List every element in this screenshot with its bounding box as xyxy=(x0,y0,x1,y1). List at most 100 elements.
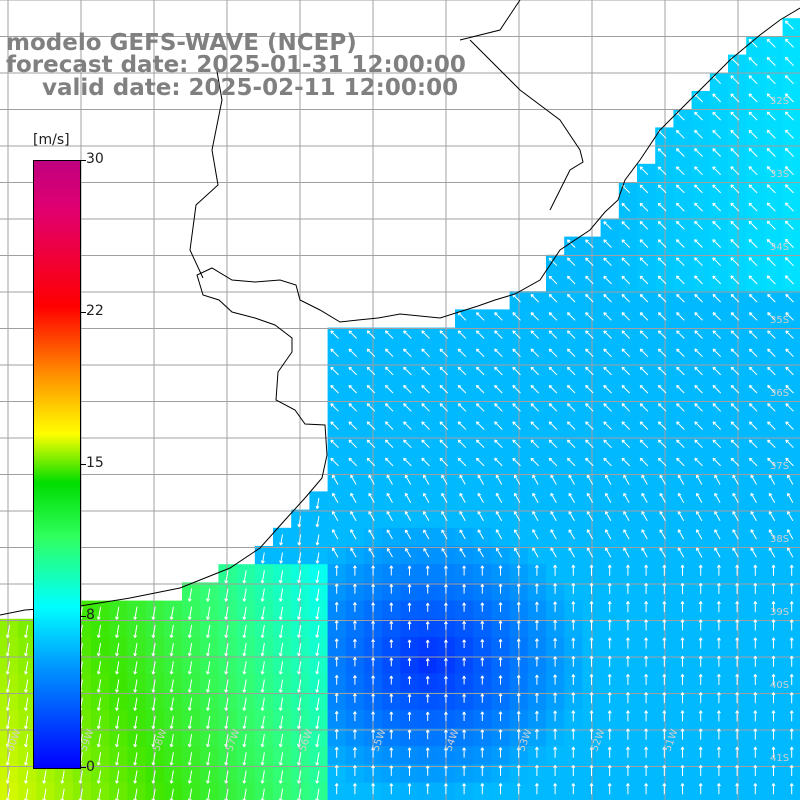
wind-arrow xyxy=(530,312,540,321)
wind-arrow xyxy=(571,764,576,776)
wind-arrow xyxy=(187,661,193,675)
wind-arrow xyxy=(5,661,11,675)
wind-arrow xyxy=(657,293,667,303)
wind-arrow xyxy=(753,601,758,613)
wind-arrow xyxy=(334,693,339,703)
wind-arrow xyxy=(621,275,631,285)
wind-arrow xyxy=(694,330,703,339)
wind-arrow xyxy=(641,529,648,540)
wind-arrow xyxy=(5,624,11,639)
wind-arrow xyxy=(730,403,740,412)
wind-arrow xyxy=(585,348,594,358)
wind-arrow xyxy=(530,421,540,430)
wind-arrow xyxy=(5,643,11,657)
wind-arrow xyxy=(439,330,449,339)
wind-arrow xyxy=(768,547,776,558)
wind-arrow xyxy=(480,620,485,630)
wind-arrow xyxy=(206,588,211,602)
wind-arrow xyxy=(443,602,448,612)
wind-arrow xyxy=(785,457,794,467)
wind-arrow xyxy=(662,746,667,758)
wind-arrow xyxy=(548,457,558,467)
wind-arrow xyxy=(242,661,247,675)
wind-arrow xyxy=(389,765,394,776)
wind-arrow xyxy=(680,783,685,795)
wind-arrow xyxy=(480,693,485,703)
wind-arrow xyxy=(315,752,320,766)
wind-arrow xyxy=(403,348,412,358)
wind-arrow xyxy=(641,492,648,503)
wind-arrow xyxy=(459,492,466,503)
wind-arrow xyxy=(625,728,630,740)
wind-arrow xyxy=(115,643,120,657)
wind-arrow xyxy=(297,715,302,730)
wind-arrow xyxy=(730,366,740,376)
wind-arrow xyxy=(767,384,776,394)
wind-arrow xyxy=(443,765,448,776)
wind-arrow xyxy=(187,624,193,639)
wind-arrow xyxy=(187,679,193,693)
wind-arrow xyxy=(714,474,721,485)
wind-arrow xyxy=(730,384,740,394)
wind-arrow xyxy=(514,474,521,485)
wind-arrow xyxy=(698,582,703,594)
wind-arrow xyxy=(732,474,739,485)
wind-arrow xyxy=(475,403,485,412)
wind-arrow xyxy=(735,692,740,704)
wind-arrow xyxy=(462,783,467,795)
wind-arrow xyxy=(405,547,412,558)
wind-vectors xyxy=(5,20,794,800)
wind-arrow xyxy=(475,421,485,430)
wind-arrow xyxy=(368,492,375,503)
wind-arrow xyxy=(680,673,685,685)
wind-arrow xyxy=(766,75,776,85)
wind-arrow xyxy=(753,692,758,704)
wind-arrow xyxy=(623,529,630,540)
wind-arrow xyxy=(425,676,430,685)
wind-arrow xyxy=(187,643,193,657)
wind-arrow xyxy=(712,348,722,358)
wind-arrow xyxy=(498,711,503,722)
wind-arrow xyxy=(315,606,320,620)
wind-arrow xyxy=(480,729,485,740)
wind-arrow xyxy=(516,783,521,795)
wind-arrow xyxy=(644,728,649,740)
wind-arrow xyxy=(639,439,649,449)
wind-arrow xyxy=(748,275,758,285)
wind-arrow xyxy=(548,257,558,267)
wind-arrow xyxy=(657,148,667,157)
wind-arrow xyxy=(714,547,721,558)
wind-arrow xyxy=(278,606,284,620)
wind-arrow xyxy=(512,348,521,358)
wind-arrow xyxy=(443,747,448,758)
wind-arrow xyxy=(96,606,102,620)
latitude-label: 38S xyxy=(770,534,789,545)
wind-arrow xyxy=(332,529,339,540)
wind-arrow xyxy=(403,366,412,376)
wind-arrow xyxy=(297,697,302,711)
wind-arrow xyxy=(662,783,667,795)
wind-arrow xyxy=(585,384,594,394)
wind-arrow xyxy=(784,166,794,176)
wind-arrow xyxy=(352,711,357,722)
wind-arrow xyxy=(206,715,211,730)
wind-arrow xyxy=(514,547,521,558)
wind-arrow xyxy=(644,582,649,594)
wind-arrow xyxy=(260,697,265,711)
wind-arrow xyxy=(639,275,649,285)
wind-arrow xyxy=(784,93,794,103)
wind-arrow xyxy=(677,511,685,522)
wind-arrow xyxy=(498,565,503,576)
wind-arrow xyxy=(330,421,339,430)
wind-arrow xyxy=(530,384,540,394)
wind-arrow xyxy=(421,366,430,376)
wind-arrow xyxy=(534,746,539,758)
wind-arrow xyxy=(550,547,557,558)
wind-arrow xyxy=(494,421,503,430)
wind-arrow xyxy=(297,661,302,675)
wind-arrow xyxy=(278,697,284,711)
wind-arrow xyxy=(480,675,485,685)
wind-arrow xyxy=(787,474,794,485)
wind-arrow xyxy=(553,746,558,758)
wind-arrow xyxy=(730,148,740,157)
